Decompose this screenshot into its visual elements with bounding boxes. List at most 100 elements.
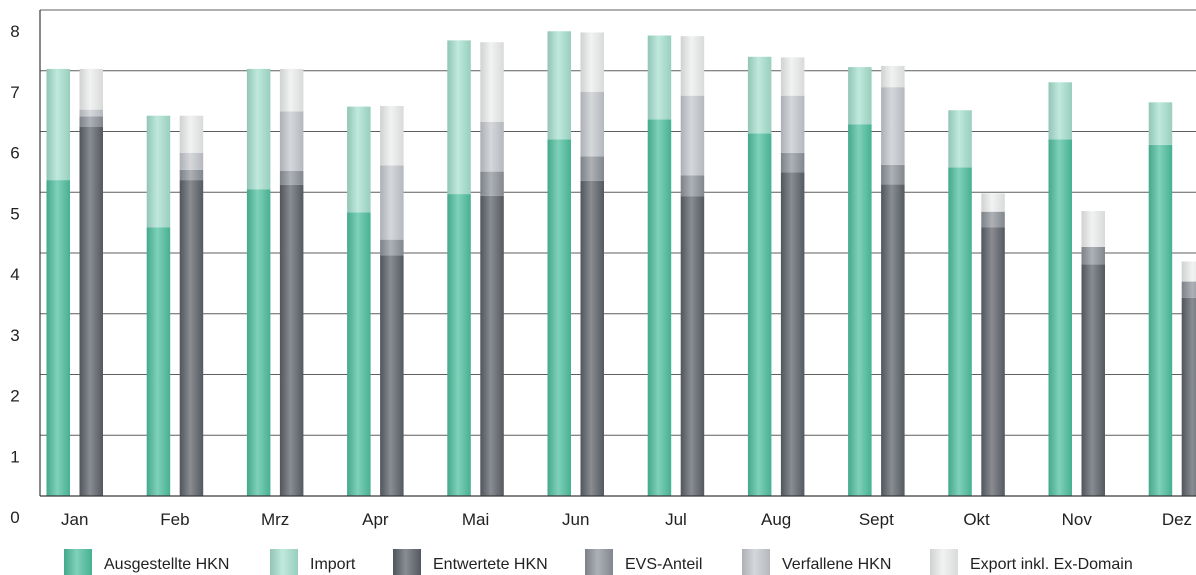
bar-evs-anteil-nov [1082,247,1106,265]
bar-evs-anteil-dez [1182,282,1196,298]
bar-export-inkl-ex-domain-aug [781,57,805,95]
bar-ausgestellte-hkn-apr [347,212,371,496]
grid-lines [40,10,1196,435]
legend-label-import: Import [310,556,356,573]
x-tick-label: Dez [1162,510,1192,529]
x-tick-label: Nov [1062,510,1093,529]
bar-export-inkl-ex-domain-jun [581,32,605,92]
bar-import-aug [748,57,772,134]
bar-entwertete-hkn-nov [1082,265,1106,496]
bar-ausgestellte-hkn-sept [848,124,872,496]
bar-import-feb [147,116,171,228]
x-tick-label: Mai [462,510,489,529]
bar-verfallene-hkn-jan [80,110,104,117]
bar-ausgestellte-hkn-nov [1049,139,1073,496]
legend: Ausgestellte HKN Import Entwertete HKN EVS-… [64,549,1133,575]
bar-verfallene-hkn-aug [781,96,805,153]
bar-export-inkl-ex-domain-jan [80,69,104,110]
x-tick-label: Mrz [261,510,289,529]
legend-swatch-verfallene-hkn [742,549,770,575]
legend-label-export-inkl-ex-domain: Export inkl. Ex-Domain [970,556,1133,573]
bar-ausgestellte-hkn-okt [948,167,972,496]
bar-export-inkl-ex-domain-dez [1182,262,1196,282]
bar-verfallene-hkn-feb [180,153,204,170]
x-tick-label: Apr [362,510,389,529]
bar-entwertete-hkn-dez [1182,298,1196,496]
bar-verfallene-hkn-sept [881,87,905,165]
legend-swatch-ausgestellte-hkn [64,549,92,575]
bar-export-inkl-ex-domain-apr [380,106,404,166]
bar-evs-anteil-apr [380,240,404,256]
bar-import-apr [347,107,371,213]
bar-export-inkl-ex-domain-feb [180,116,204,153]
y-tick-label: 8 [10,22,19,41]
bar-entwertete-hkn-mrz [280,185,304,496]
bar-import-nov [1049,82,1073,139]
bar-entwertete-hkn-feb [180,180,204,496]
bar-ausgestellte-hkn-jun [548,139,572,496]
y-tick-label: 0 [10,508,19,527]
bar-verfallene-hkn-mai [480,122,504,172]
bar-ausgestellte-hkn-aug [748,133,772,496]
bar-import-jun [548,31,572,139]
bars [47,31,1196,496]
bar-import-sept [848,67,872,124]
bar-evs-anteil-mrz [280,171,304,185]
bar-entwertete-hkn-jun [581,181,605,496]
bar-ausgestellte-hkn-jul [648,119,672,496]
bar-evs-anteil-sept [881,165,905,184]
bar-export-inkl-ex-domain-nov [1082,211,1106,247]
bar-evs-anteil-jan [80,116,104,126]
bar-import-jul [648,36,672,120]
legend-label-evs-anteil: EVS-Anteil [625,556,702,573]
x-tick-label: Sept [859,510,894,529]
bar-export-inkl-ex-domain-jul [681,36,705,96]
x-tick-label: Jun [562,510,589,529]
y-axis-ticks: 0 1 2 3 4 5 6 7 8 [10,22,19,527]
y-tick-label: 1 [10,447,19,466]
y-tick-label: 3 [10,326,19,345]
bar-ausgestellte-hkn-feb [147,227,171,496]
bar-entwertete-hkn-aug [781,172,805,496]
bar-import-okt [948,110,972,167]
x-tick-label: Aug [761,510,791,529]
x-tick-label: Jan [61,510,88,529]
legend-swatch-export-inkl-ex-domain [930,549,958,575]
legend-label-verfallene-hkn: Verfallene HKN [782,556,891,573]
bar-import-jan [47,69,71,180]
bar-entwertete-hkn-okt [981,227,1005,496]
y-tick-label: 6 [10,144,19,163]
bar-evs-anteil-aug [781,153,805,172]
bar-export-inkl-ex-domain-mrz [280,69,304,112]
legend-label-entwertete-hkn: Entwertete HKN [433,556,548,573]
bar-entwertete-hkn-mai [480,196,504,496]
bar-ausgestellte-hkn-jan [47,180,71,496]
bar-evs-anteil-okt [981,212,1005,228]
legend-swatch-evs-anteil [585,549,613,575]
bar-verfallene-hkn-jul [681,96,705,176]
bar-ausgestellte-hkn-mrz [247,189,271,496]
bar-verfallene-hkn-mrz [280,111,304,171]
bar-entwertete-hkn-jul [681,197,705,496]
bar-ausgestellte-hkn-dez [1149,145,1173,496]
bar-evs-anteil-jul [681,175,705,196]
bar-import-mrz [247,69,271,189]
y-tick-label: 4 [10,265,19,284]
bar-export-inkl-ex-domain-okt [981,193,1005,211]
x-tick-label: Jul [665,510,687,529]
legend-swatch-import [270,549,298,575]
bar-import-dez [1149,102,1173,145]
legend-swatch-entwertete-hkn [393,549,421,575]
bar-export-inkl-ex-domain-mai [480,42,504,122]
x-tick-label: Okt [963,510,990,529]
bar-entwertete-hkn-jan [80,127,104,496]
x-axis-ticks: Jan Feb Mrz Apr Mai Jun Jul Aug Sept Okt Nov Dez [61,510,1192,529]
bar-evs-anteil-jun [581,156,605,180]
y-tick-label: 5 [10,204,19,223]
bar-entwertete-hkn-sept [881,184,905,496]
bar-import-mai [447,40,471,194]
bar-evs-anteil-feb [180,170,204,180]
bar-ausgestellte-hkn-mai [447,194,471,496]
y-tick-label: 2 [10,387,19,406]
